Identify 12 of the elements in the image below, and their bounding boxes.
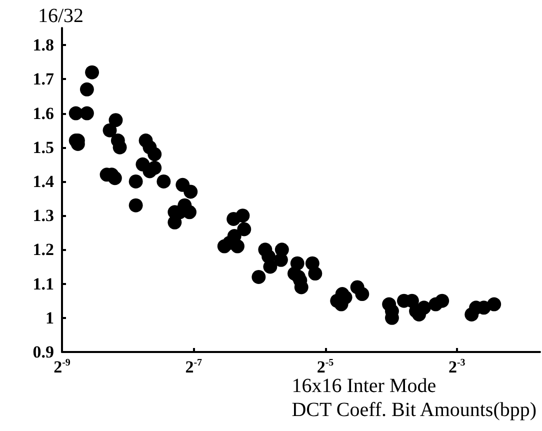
y-tick-label: 1.4 — [32, 172, 54, 191]
y-tick-label: 1 — [46, 308, 54, 328]
y-tick-label: 0.9 — [32, 342, 54, 362]
y-tick-label: 1.3 — [32, 206, 54, 226]
y-tick-label: 1.1 — [32, 274, 54, 294]
y-tick-label: 1.7 — [32, 70, 54, 89]
y-tick-label: 1.5 — [32, 138, 54, 157]
y-axis-title: 16/32 — [38, 5, 84, 27]
y-tick-label: 1.2 — [32, 240, 54, 260]
x-axis-title: 16x16 Inter Mode DCT Coeff. Bit Amounts(bpp) — [292, 375, 537, 421]
y-tick-label: 1.8 — [32, 36, 54, 55]
y-tick-label: 1.6 — [32, 104, 54, 123]
